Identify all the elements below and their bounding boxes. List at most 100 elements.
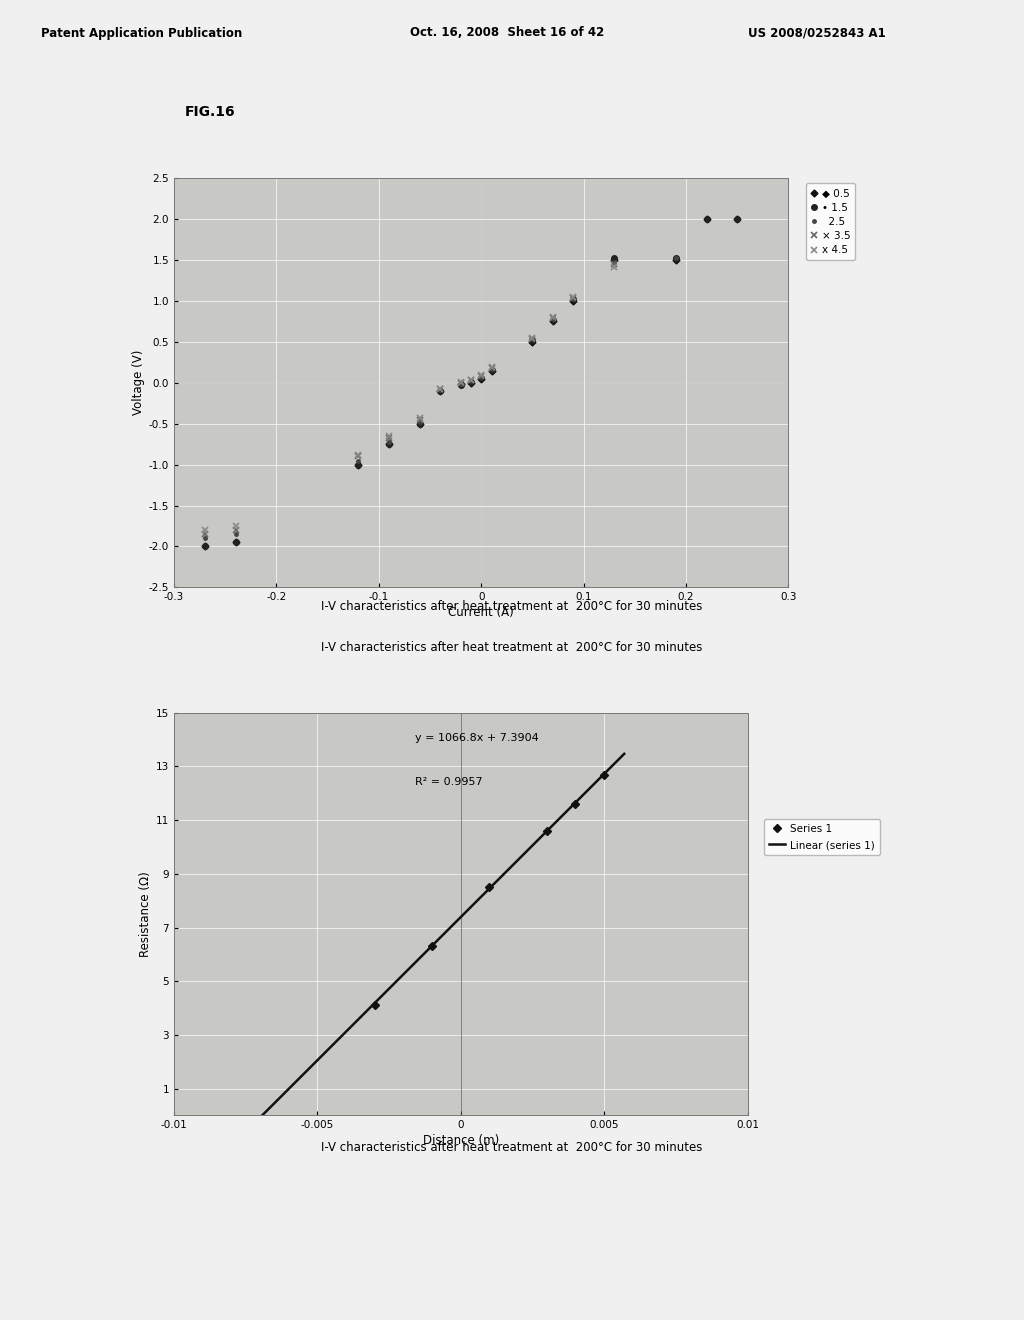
Series 1: [598, 767, 610, 783]
Series 1: [541, 822, 553, 838]
Line: x 4.5: x 4.5: [202, 263, 617, 533]
• 1.5: [567, 292, 580, 308]
• 1.5: [526, 333, 539, 348]
• 1.5: [434, 383, 446, 399]
× 3.5: [547, 310, 559, 326]
• 1.5: [465, 374, 477, 389]
x 4.5: [352, 447, 365, 463]
x 4.5: [567, 289, 580, 305]
Y-axis label: Voltage (V): Voltage (V): [132, 350, 144, 416]
• 1.5: [199, 539, 211, 554]
• 1.5: [700, 211, 713, 227]
• 1.5: [229, 535, 242, 550]
  2.5: [414, 414, 426, 430]
  2.5: [455, 376, 467, 392]
  2.5: [475, 370, 487, 385]
• 1.5: [670, 251, 682, 267]
◆ 0.5: [567, 293, 580, 309]
◆ 0.5: [485, 363, 498, 379]
• 1.5: [731, 211, 743, 227]
  2.5: [352, 453, 365, 469]
× 3.5: [526, 331, 539, 347]
Series 1: [369, 998, 381, 1014]
• 1.5: [608, 251, 621, 267]
Text: US 2008/0252843 A1: US 2008/0252843 A1: [748, 26, 886, 40]
◆ 0.5: [465, 375, 477, 391]
  2.5: [434, 383, 446, 399]
• 1.5: [414, 416, 426, 432]
◆ 0.5: [434, 383, 446, 399]
x 4.5: [485, 359, 498, 375]
Series 1: [426, 939, 438, 954]
x 4.5: [199, 523, 211, 539]
× 3.5: [414, 412, 426, 428]
Text: Patent Application Publication: Patent Application Publication: [41, 26, 243, 40]
◆ 0.5: [455, 376, 467, 392]
X-axis label: Distance (m): Distance (m): [423, 1134, 499, 1147]
◆ 0.5: [383, 436, 395, 451]
x 4.5: [526, 330, 539, 346]
Series 1: [569, 796, 582, 812]
× 3.5: [567, 290, 580, 306]
Text: Oct. 16, 2008  Sheet 16 of 42: Oct. 16, 2008 Sheet 16 of 42: [410, 26, 604, 40]
◆ 0.5: [731, 211, 743, 227]
◆ 0.5: [352, 457, 365, 473]
  2.5: [567, 290, 580, 306]
  2.5: [670, 249, 682, 265]
x 4.5: [414, 411, 426, 426]
Line: ◆ 0.5: ◆ 0.5: [203, 216, 739, 549]
◆ 0.5: [229, 535, 242, 550]
Line: • 1.5: • 1.5: [202, 216, 740, 549]
× 3.5: [352, 449, 365, 465]
x 4.5: [434, 380, 446, 396]
× 3.5: [229, 523, 242, 539]
◆ 0.5: [475, 371, 487, 387]
× 3.5: [455, 375, 467, 391]
x 4.5: [455, 374, 467, 389]
◆ 0.5: [670, 252, 682, 268]
× 3.5: [199, 527, 211, 543]
  2.5: [526, 331, 539, 347]
• 1.5: [383, 436, 395, 451]
Text: I-V characteristics after heat treatment at  200°C for 30 minutes: I-V characteristics after heat treatment…: [322, 642, 702, 653]
× 3.5: [608, 256, 621, 272]
  2.5: [608, 253, 621, 269]
◆ 0.5: [700, 211, 713, 227]
Y-axis label: Resistance (Ω): Resistance (Ω): [139, 871, 152, 957]
Series 1: [483, 879, 496, 895]
  2.5: [199, 531, 211, 546]
x 4.5: [547, 309, 559, 325]
  2.5: [229, 527, 242, 543]
× 3.5: [485, 360, 498, 376]
x 4.5: [608, 259, 621, 275]
x 4.5: [229, 517, 242, 533]
Line:   2.5: 2.5: [202, 255, 679, 541]
  2.5: [465, 374, 477, 389]
x 4.5: [475, 367, 487, 383]
x 4.5: [383, 428, 395, 444]
Text: FIG.16: FIG.16: [184, 106, 234, 119]
  2.5: [383, 434, 395, 450]
Legend: ◆ 0.5, • 1.5,   2.5, × 3.5, x 4.5: ◆ 0.5, • 1.5, 2.5, × 3.5, x 4.5: [806, 183, 855, 260]
• 1.5: [352, 457, 365, 473]
Line: Series 1: Series 1: [372, 772, 607, 1008]
x 4.5: [465, 372, 477, 388]
◆ 0.5: [199, 539, 211, 554]
  2.5: [485, 360, 498, 376]
• 1.5: [475, 370, 487, 385]
• 1.5: [455, 378, 467, 393]
Legend: Series 1, Linear (series 1): Series 1, Linear (series 1): [764, 818, 881, 855]
× 3.5: [434, 381, 446, 397]
◆ 0.5: [608, 252, 621, 268]
◆ 0.5: [547, 313, 559, 329]
◆ 0.5: [414, 416, 426, 432]
X-axis label: Current (A): Current (A): [449, 606, 514, 619]
Text: R² = 0.9957: R² = 0.9957: [415, 777, 482, 787]
Line: × 3.5: × 3.5: [202, 260, 617, 537]
× 3.5: [465, 372, 477, 388]
× 3.5: [475, 368, 487, 384]
Text: y = 1066.8x + 7.3904: y = 1066.8x + 7.3904: [415, 733, 539, 743]
◆ 0.5: [526, 334, 539, 350]
Text: I-V characteristics after heat treatment at  200°C for 30 minutes: I-V characteristics after heat treatment…: [322, 601, 702, 612]
Text: I-V characteristics after heat treatment at  200°C for 30 minutes: I-V characteristics after heat treatment…: [322, 1142, 702, 1154]
